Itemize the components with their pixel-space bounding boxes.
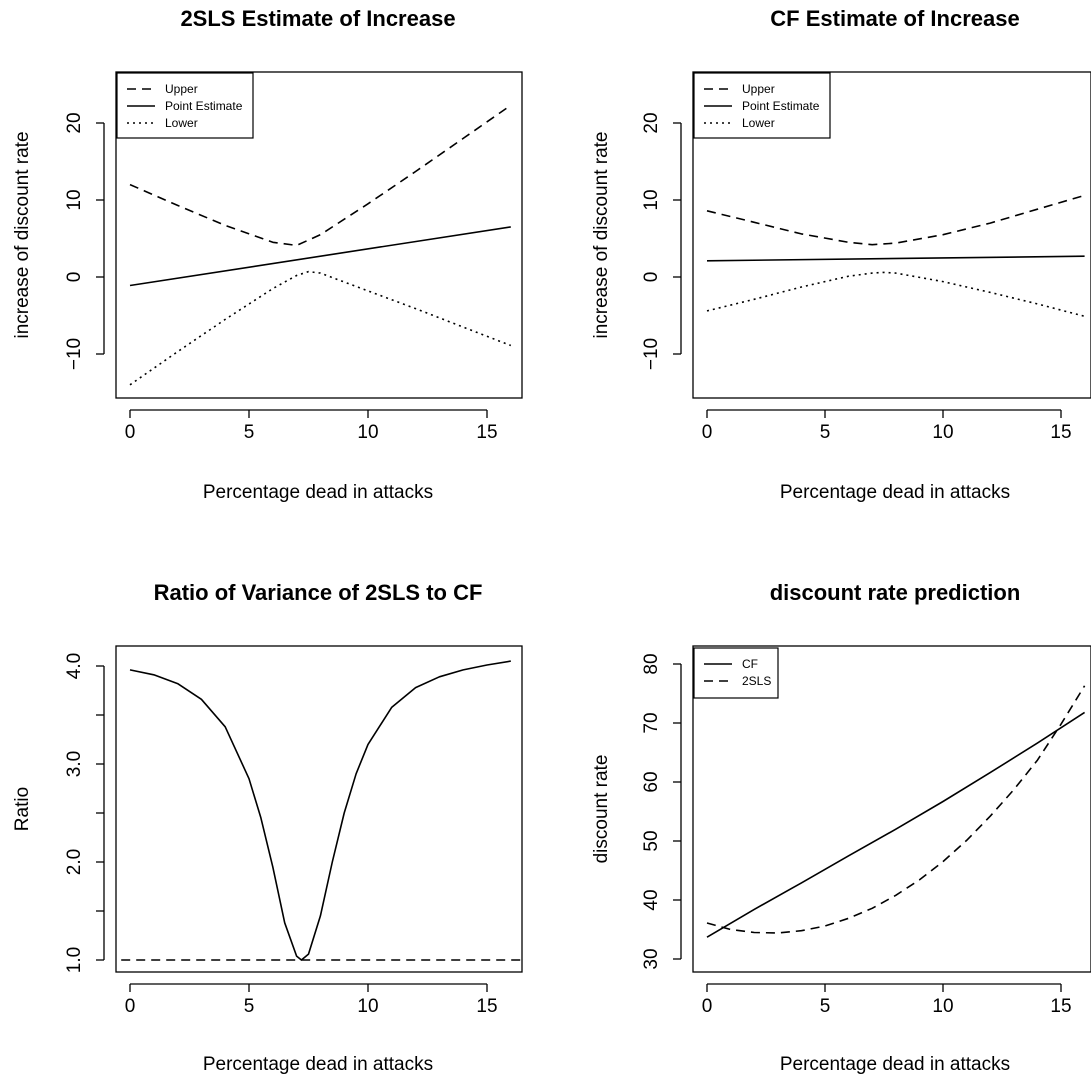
series-line-2sls [706,685,1086,934]
series-line-upper [129,104,512,247]
x-tick-label: 15 [1050,422,1071,443]
y-axis-label: discount rate [591,755,612,864]
x-tick-label: 10 [357,422,378,443]
x-tick-label: 0 [125,422,136,443]
y-tick-label: 20 [641,112,662,133]
series-line-upper [706,194,1085,246]
legend-label: Point Estimate [742,99,820,113]
legend-label: Upper [165,82,198,96]
plot-frame [115,645,523,973]
chart-panel-1: 2SLS Estimate of Increase Percentage dead… [12,6,523,503]
x-axis-label: Percentage dead in attacks [203,482,433,503]
legend-label: Lower [742,116,775,130]
legend-label: CF [742,657,758,671]
x-tick-label: 0 [702,996,713,1017]
chart-panel-2: CF Estimate of Increase Percentage dead i… [591,6,1091,503]
x-axis-label: Percentage dead in attacks [780,1054,1010,1075]
legend-label: Point Estimate [165,99,243,113]
legend-box [693,647,779,699]
y-tick-label: 2.0 [64,849,85,875]
series-line-line-1 [129,660,511,961]
chart-title: discount rate prediction [770,580,1021,605]
y-tick-label: 10 [641,189,662,210]
y-tick-label: 70 [641,712,662,733]
x-tick-label: 15 [476,422,497,443]
y-tick-label: −10 [641,338,662,370]
chart-title: 2SLS Estimate of Increase [180,6,455,31]
x-tick-label: 0 [702,422,713,443]
legend-label: Upper [742,82,775,96]
x-tick-label: 15 [476,996,497,1017]
series-line-point-estimate [706,255,1085,262]
plot-frame [692,645,1091,973]
y-axis-label: Ratio [12,787,33,831]
x-tick-label: 10 [357,996,378,1017]
y-tick-label: 4.0 [64,653,85,679]
y-tick-label: 50 [641,830,662,851]
y-tick-label: 1.0 [64,947,85,973]
x-axis-label: Percentage dead in attacks [780,482,1010,503]
y-tick-label: 20 [64,112,85,133]
y-axis-label: increase of discount rate [12,131,33,338]
x-tick-label: 5 [244,422,255,443]
legend-label: Lower [165,116,198,130]
y-tick-label: 0 [64,272,85,283]
chart-panel-3: Ratio of Variance of 2SLS to CF Percentag… [12,580,523,1075]
y-tick-label: 3.0 [64,751,85,777]
plot-frame [692,71,1091,399]
x-tick-label: 5 [820,422,831,443]
x-tick-label: 0 [125,996,136,1017]
series-line-point-estimate [129,226,511,287]
y-tick-label: 80 [641,653,662,674]
chart-title: Ratio of Variance of 2SLS to CF [154,580,483,605]
series-line-lower [129,270,512,386]
series-line-cf [706,711,1086,938]
legend-label: 2SLS [742,674,771,688]
y-tick-label: −10 [64,338,85,370]
y-tick-label: 40 [641,889,662,910]
plot-frame [115,71,523,399]
y-tick-label: 60 [641,771,662,792]
y-tick-label: 30 [641,948,662,969]
x-tick-label: 15 [1050,996,1071,1017]
chart-title: CF Estimate of Increase [770,6,1019,31]
x-axis-label: Percentage dead in attacks [203,1054,433,1075]
y-tick-label: 10 [64,189,85,210]
y-tick-label: 0 [641,272,662,283]
x-tick-label: 10 [932,996,953,1017]
chart-panel-4: discount rate prediction Percentage dead … [591,580,1091,1075]
y-axis-label: increase of discount rate [591,131,612,338]
x-tick-label: 10 [932,422,953,443]
x-tick-label: 5 [820,996,831,1017]
x-tick-label: 5 [244,996,255,1017]
series-line-lower [706,271,1085,318]
